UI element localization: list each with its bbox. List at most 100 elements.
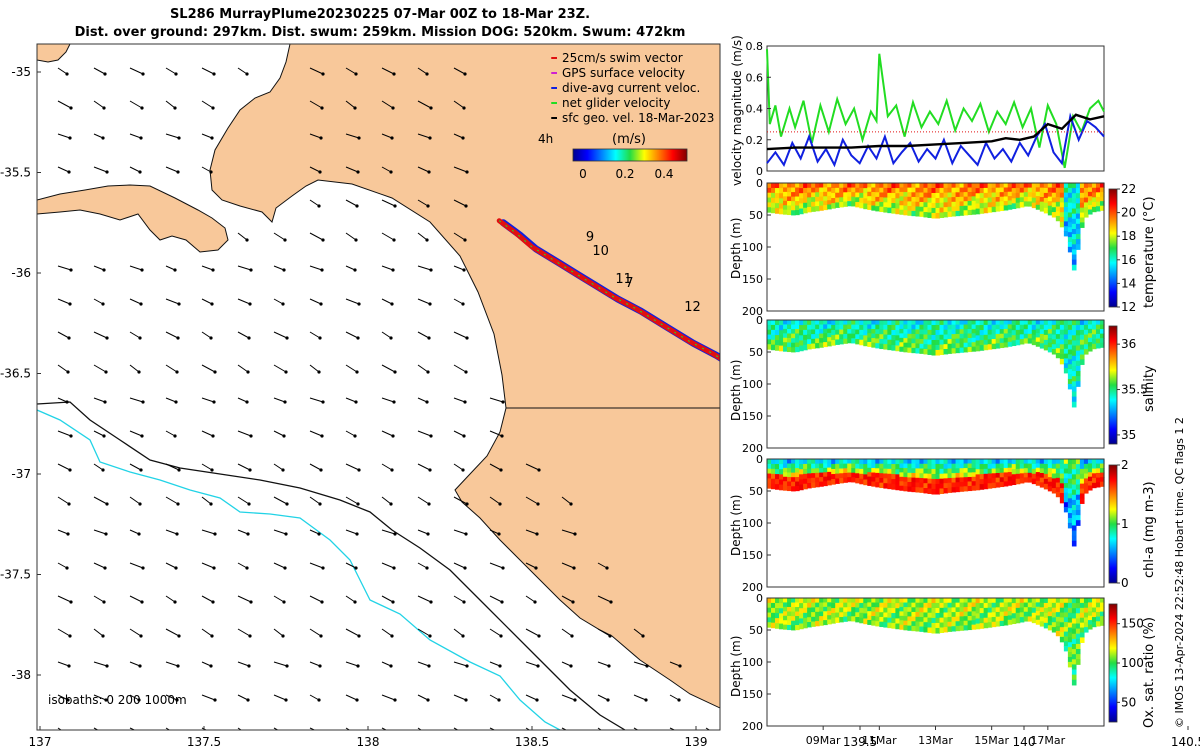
- section-cell: [847, 477, 852, 483]
- section-cell: [1019, 607, 1025, 613]
- section-cell: [779, 484, 784, 491]
- section-cell: [971, 467, 977, 473]
- section-cell: [859, 202, 864, 209]
- section-cell: [899, 337, 905, 343]
- velocity-vector: [453, 430, 465, 437]
- section-cell: [819, 324, 824, 330]
- section-cell: [1055, 621, 1061, 627]
- section-cell: [863, 479, 868, 486]
- velocity-vector: [165, 133, 180, 139]
- section-cell: [1035, 463, 1041, 469]
- section-cell: [1055, 334, 1061, 340]
- section-cell: [1035, 341, 1041, 347]
- section-cell: [767, 463, 772, 470]
- section-cell: [1083, 612, 1089, 619]
- section-cell: [839, 329, 844, 335]
- section-cell: [783, 620, 788, 626]
- velocity-vector: [417, 496, 430, 505]
- section-cell: [867, 463, 872, 469]
- section-cell: [1091, 607, 1097, 613]
- section-cell: [999, 602, 1005, 608]
- section-cell: [1059, 202, 1065, 208]
- section-cell: [987, 344, 993, 350]
- section-cell: [959, 192, 965, 198]
- section-cell: [1075, 464, 1081, 470]
- section-cell: [843, 192, 848, 198]
- section-cell: [827, 606, 832, 612]
- section-cell: [787, 467, 792, 474]
- section-cell: [847, 192, 852, 198]
- section-cell: [1055, 477, 1061, 484]
- section-cell: [1095, 329, 1101, 335]
- figure-title-line1: SL286 MurrayPlume20230225 07-Mar 00Z to …: [169, 7, 591, 22]
- section-cell: [1027, 196, 1033, 203]
- section-cell: [767, 607, 772, 614]
- section-cell: [1011, 198, 1017, 204]
- velocity-vector: [273, 529, 287, 535]
- section-cell: [1087, 205, 1093, 211]
- section-cell: [963, 183, 969, 189]
- section-cell: [943, 626, 949, 633]
- section-cell: [915, 206, 921, 212]
- section-cell: [775, 608, 780, 614]
- velocity-vector: [273, 298, 284, 305]
- section-cell: [907, 598, 913, 604]
- section-cell: [1063, 507, 1069, 513]
- velocity-vector: [129, 529, 140, 535]
- section-cell: [783, 611, 788, 617]
- section-cell: [1051, 334, 1057, 340]
- section-cell: [967, 333, 973, 339]
- section-cell: [1047, 602, 1053, 608]
- section-cell: [887, 324, 892, 331]
- section-cell: [963, 342, 969, 348]
- section-cell: [899, 459, 905, 465]
- section-cell: [947, 202, 953, 208]
- section-cell: [931, 473, 937, 480]
- section-cell: [1067, 508, 1073, 514]
- section-cell: [1007, 611, 1013, 617]
- section-cell: [1087, 476, 1093, 482]
- section-cell: [871, 183, 876, 189]
- section-cell: [803, 344, 808, 351]
- section-cell: [995, 468, 1001, 474]
- section-cell: [807, 202, 812, 208]
- section-cell: [1079, 622, 1085, 629]
- section-cell: [855, 329, 860, 335]
- section-cell: [1091, 192, 1097, 198]
- section-cell: [987, 598, 993, 604]
- velocity-vector: [489, 694, 500, 701]
- velocity-vector: [453, 67, 466, 75]
- section-cell: [771, 320, 776, 326]
- section-cell: [1007, 602, 1013, 608]
- velocity-vector: [633, 694, 647, 701]
- section-cell: [899, 324, 905, 330]
- section-cell: [1039, 611, 1045, 618]
- section-cell: [839, 598, 844, 604]
- section-cell: [1003, 183, 1009, 189]
- section-cell: [891, 188, 896, 194]
- velocity-vector: [165, 628, 180, 637]
- section-cell: [795, 602, 800, 608]
- section-cell: [783, 463, 788, 469]
- section-cell: [827, 183, 832, 188]
- section-cell: [927, 622, 933, 629]
- section-cell: [791, 329, 796, 335]
- velocity-vector: [561, 595, 574, 603]
- section-cell: [879, 616, 884, 623]
- section-cell: [799, 335, 804, 342]
- section-cell: [823, 620, 828, 626]
- section-cell: [939, 622, 945, 629]
- section-cell: [811, 206, 816, 212]
- section-cell: [1031, 183, 1037, 189]
- section-cell: [783, 183, 788, 189]
- section-cell: [975, 208, 981, 215]
- section-cell: [1055, 192, 1061, 198]
- section-cell: [1067, 517, 1073, 524]
- section-cell: [1071, 664, 1077, 671]
- section-cell: [1063, 320, 1069, 326]
- section-cell: [799, 464, 804, 470]
- land-peninsula: [37, 44, 71, 63]
- section-cell: [823, 328, 828, 334]
- velocity-vector: [453, 628, 464, 637]
- section-cell: [815, 324, 820, 330]
